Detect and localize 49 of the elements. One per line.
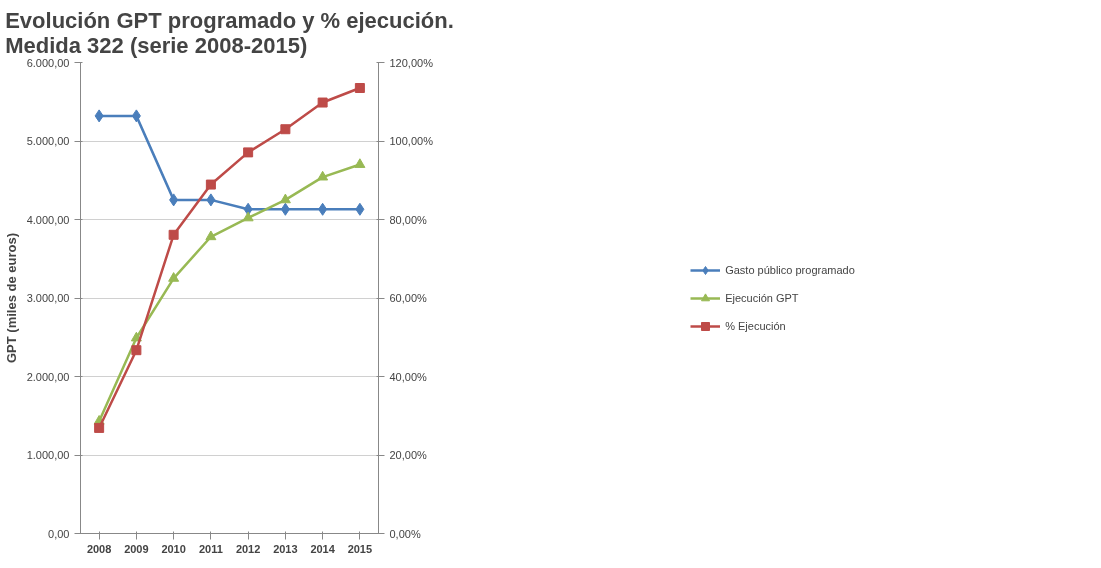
point <box>168 272 180 282</box>
y-tick-label: 4.000,00 <box>26 213 70 226</box>
point <box>317 97 328 108</box>
point <box>354 158 366 168</box>
y2-tick-label: 120,00% <box>389 56 434 69</box>
point <box>355 202 365 216</box>
point <box>318 202 328 216</box>
point <box>205 230 217 241</box>
y2-tick-label: 80,00% <box>389 213 428 226</box>
y-tick-label: 5.000,00 <box>26 135 70 147</box>
y2-tick-label: 60,00% <box>389 292 428 304</box>
y-tick-label: 6.000,00 <box>26 56 70 69</box>
x-tick-label: 2012 <box>235 542 261 555</box>
point <box>317 170 329 181</box>
y-tick-label: 2.000,00 <box>26 370 70 383</box>
y2-tick-label: 100,00% <box>389 135 434 147</box>
point <box>131 345 142 356</box>
x-tick-label: 2014 <box>310 542 336 555</box>
point <box>94 109 104 123</box>
x-tick-label: 2008 <box>86 542 112 555</box>
point <box>168 229 179 240</box>
point <box>243 202 253 216</box>
y2-tick-label: 40,00% <box>389 370 428 383</box>
x-tick-label: 2009 <box>124 542 149 555</box>
y-tick-label: 1.000,00 <box>26 449 70 461</box>
point <box>354 83 365 94</box>
y-tick-label: 3.000,00 <box>26 292 70 304</box>
point <box>94 422 105 433</box>
point <box>280 124 291 135</box>
x-tick-label: 2015 <box>347 542 373 555</box>
point <box>279 193 291 204</box>
point <box>242 211 254 222</box>
point <box>243 147 254 158</box>
point <box>169 193 179 207</box>
legend-label: % Ejecución <box>725 319 786 332</box>
y2-tick-label: 0,00% <box>389 527 421 540</box>
x-tick-label: 2010 <box>161 542 186 555</box>
legend-label: Gasto público programado <box>725 263 855 276</box>
x-tick-label: 2013 <box>273 542 298 555</box>
legend-label: Ejecución GPT <box>725 291 799 304</box>
point <box>206 193 216 207</box>
point <box>280 202 290 216</box>
point <box>131 109 141 123</box>
point <box>205 179 216 190</box>
y2-tick-label: 20,00% <box>389 449 428 461</box>
y-axis-title: GPT (miles de euros) <box>3 232 19 364</box>
x-tick-label: 2011 <box>198 542 223 555</box>
chart-title: Evolución GPT programado y % ejecución. Medida 322 (serie 2008-2015) <box>5 7 454 58</box>
y-tick-label: 0,00 <box>48 527 70 540</box>
